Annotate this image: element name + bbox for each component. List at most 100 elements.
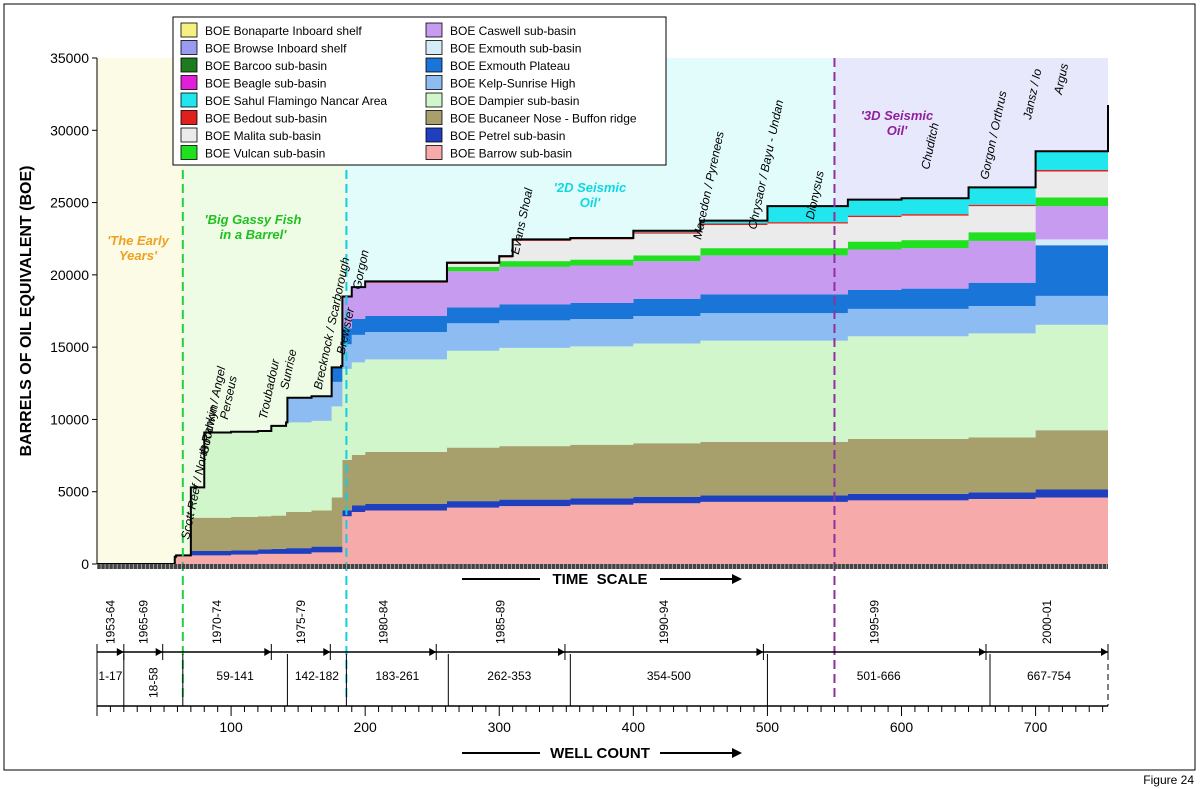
y-tick-label: 20000 (50, 267, 89, 283)
x-tick-label: 700 (1024, 719, 1048, 735)
period-arrowhead (557, 648, 565, 656)
legend-label: BOE Malita sub-basin (205, 129, 321, 143)
time-period-label: 1985-89 (494, 600, 508, 644)
time-period-label: 1995-99 (868, 600, 882, 644)
legend-label: BOE Bedout sub-basin (205, 112, 327, 126)
era-label: '3D Seismic Oil' (861, 108, 934, 138)
y-tick-label: 25000 (50, 195, 89, 211)
legend-swatch (180, 110, 198, 125)
legend-label: BOE Browse Inboard shelf (205, 42, 347, 56)
x-tick-label: 400 (622, 719, 646, 735)
series-area (97, 486, 1108, 564)
legend-swatch (425, 127, 443, 143)
era-labels: 'The Early Years' 'Big Gassy Fish in a Barr… (107, 108, 934, 263)
legend-label: BOE Bucaneer Nose - Buffon ridge (450, 112, 637, 126)
series-area (97, 200, 1108, 564)
series-area (97, 423, 1108, 564)
era-label-line: 'Big Gassy Fish (204, 212, 301, 227)
figure-frame (3, 3, 1196, 771)
era-label: 'The Early Years' (107, 233, 169, 263)
x-tick-label: 100 (219, 719, 243, 735)
x-tick-label: 500 (756, 719, 780, 735)
field-annotation: Argus (1051, 62, 1071, 97)
figure-label: Figure 24 (1143, 773, 1194, 787)
time-period-label: 1990-94 (657, 600, 671, 644)
legend-label: BOE Barrow sub-basin (450, 147, 572, 161)
y-tick-label: 35000 (50, 50, 89, 66)
era-label-line: Years' (119, 248, 158, 263)
well-range-label: 667-754 (1027, 669, 1071, 683)
legend-label: BOE Sahul Flamingo Nancar Area (205, 94, 387, 108)
time-scale-bar (97, 564, 1108, 569)
period-arrowhead (323, 648, 331, 656)
legend-label: BOE Bonaparte Inboard shelf (205, 24, 362, 38)
series-area (97, 317, 1108, 564)
legend: BOE Bonaparte Inboard shelf BOE Browse In… (172, 16, 667, 166)
period-arrowhead (116, 648, 124, 656)
legend-swatch (180, 22, 198, 38)
time-scale-arrowhead (732, 574, 742, 584)
era-label-line: in a Barrel' (220, 227, 288, 242)
y-tick-label: 15000 (50, 339, 89, 355)
period-arrowhead (155, 648, 163, 656)
era-background (97, 58, 183, 564)
y-axis: 0 5000 10000 15000 20000 25000 30000 35000 (50, 50, 98, 572)
time-period-label: 1980-84 (376, 600, 390, 644)
legend-label: BOE Barcoo sub-basin (205, 59, 327, 73)
cumulative-total-line (97, 104, 1109, 565)
series-area (97, 125, 1108, 565)
era-label-line: '2D Seismic (554, 180, 627, 195)
time-period-label: 1965-69 (136, 600, 150, 644)
legend-swatch (425, 22, 443, 38)
x-tick-label: 600 (890, 719, 914, 735)
period-arrowhead (429, 648, 437, 656)
time-period-label: 1970-74 (210, 600, 224, 644)
y-tick-label: 5000 (58, 484, 89, 500)
legend-swatch (180, 75, 198, 90)
era-label-line: 'The Early Years' (107, 233, 169, 263)
time-and-well-scale: 1953-64 1965-69 1970-74 1975-79 1980-84 1985-… (3, 3, 1196, 771)
series-area (97, 159, 1108, 564)
legend-label: BOE Caswell sub-basin (450, 24, 576, 38)
legend-label: BOE Exmouth Plateau (450, 59, 570, 73)
x-axis-title: WELL COUNT (550, 745, 650, 762)
period-arrowhead (1101, 648, 1108, 656)
legend-swatch (425, 40, 443, 55)
x-tick-label: 300 (488, 719, 512, 735)
legend-label: BOE Beagle sub-basin (205, 77, 326, 91)
y-axis-title: BARRELS OF OIL EQUIVALENT (BOE) (18, 166, 35, 457)
era-label-line: Oil' (580, 195, 601, 210)
era-label-line: '3D Seismic (861, 108, 934, 123)
period-arrowhead (264, 648, 272, 656)
era-label: '2D Seismic Oil' (554, 180, 627, 210)
period-arrowhead (756, 648, 764, 656)
legend-swatch (180, 145, 198, 160)
legend-box (172, 16, 667, 166)
legend-label: BOE Vulcan sub-basin (205, 147, 325, 161)
period-arrowhead (978, 648, 986, 656)
well-count-arrowhead (732, 748, 742, 758)
well-range-label: 183-261 (375, 669, 419, 683)
y-tick-label: 10000 (50, 411, 89, 427)
time-period-label: 1975-79 (294, 600, 308, 644)
cumulative-top-line (97, 104, 1109, 565)
series-area (97, 496, 1108, 564)
y-tick-label: 0 (81, 556, 89, 572)
legend-swatch (425, 92, 443, 108)
well-range-label: 354-500 (647, 669, 691, 683)
time-period-label: 2000-01 (1040, 600, 1054, 644)
legend-swatch (425, 145, 443, 160)
stacked-area-series (97, 104, 1108, 565)
legend-swatch (180, 127, 198, 143)
well-range-label: 142-182 (295, 669, 339, 683)
era-label-line: 'The Early (107, 233, 169, 248)
well-range-label: 59-141 (216, 669, 254, 683)
time-period-label: 1953-64 (103, 600, 117, 644)
legend-swatch (425, 57, 443, 73)
era-label: 'Big Gassy Fish in a Barrel' (204, 212, 301, 242)
legend-label: BOE Exmouth sub-basin (450, 42, 581, 56)
legend-swatch (425, 110, 443, 125)
well-range-label: 501-666 (857, 669, 901, 683)
legend-label: BOE Petrel sub-basin (450, 129, 565, 143)
